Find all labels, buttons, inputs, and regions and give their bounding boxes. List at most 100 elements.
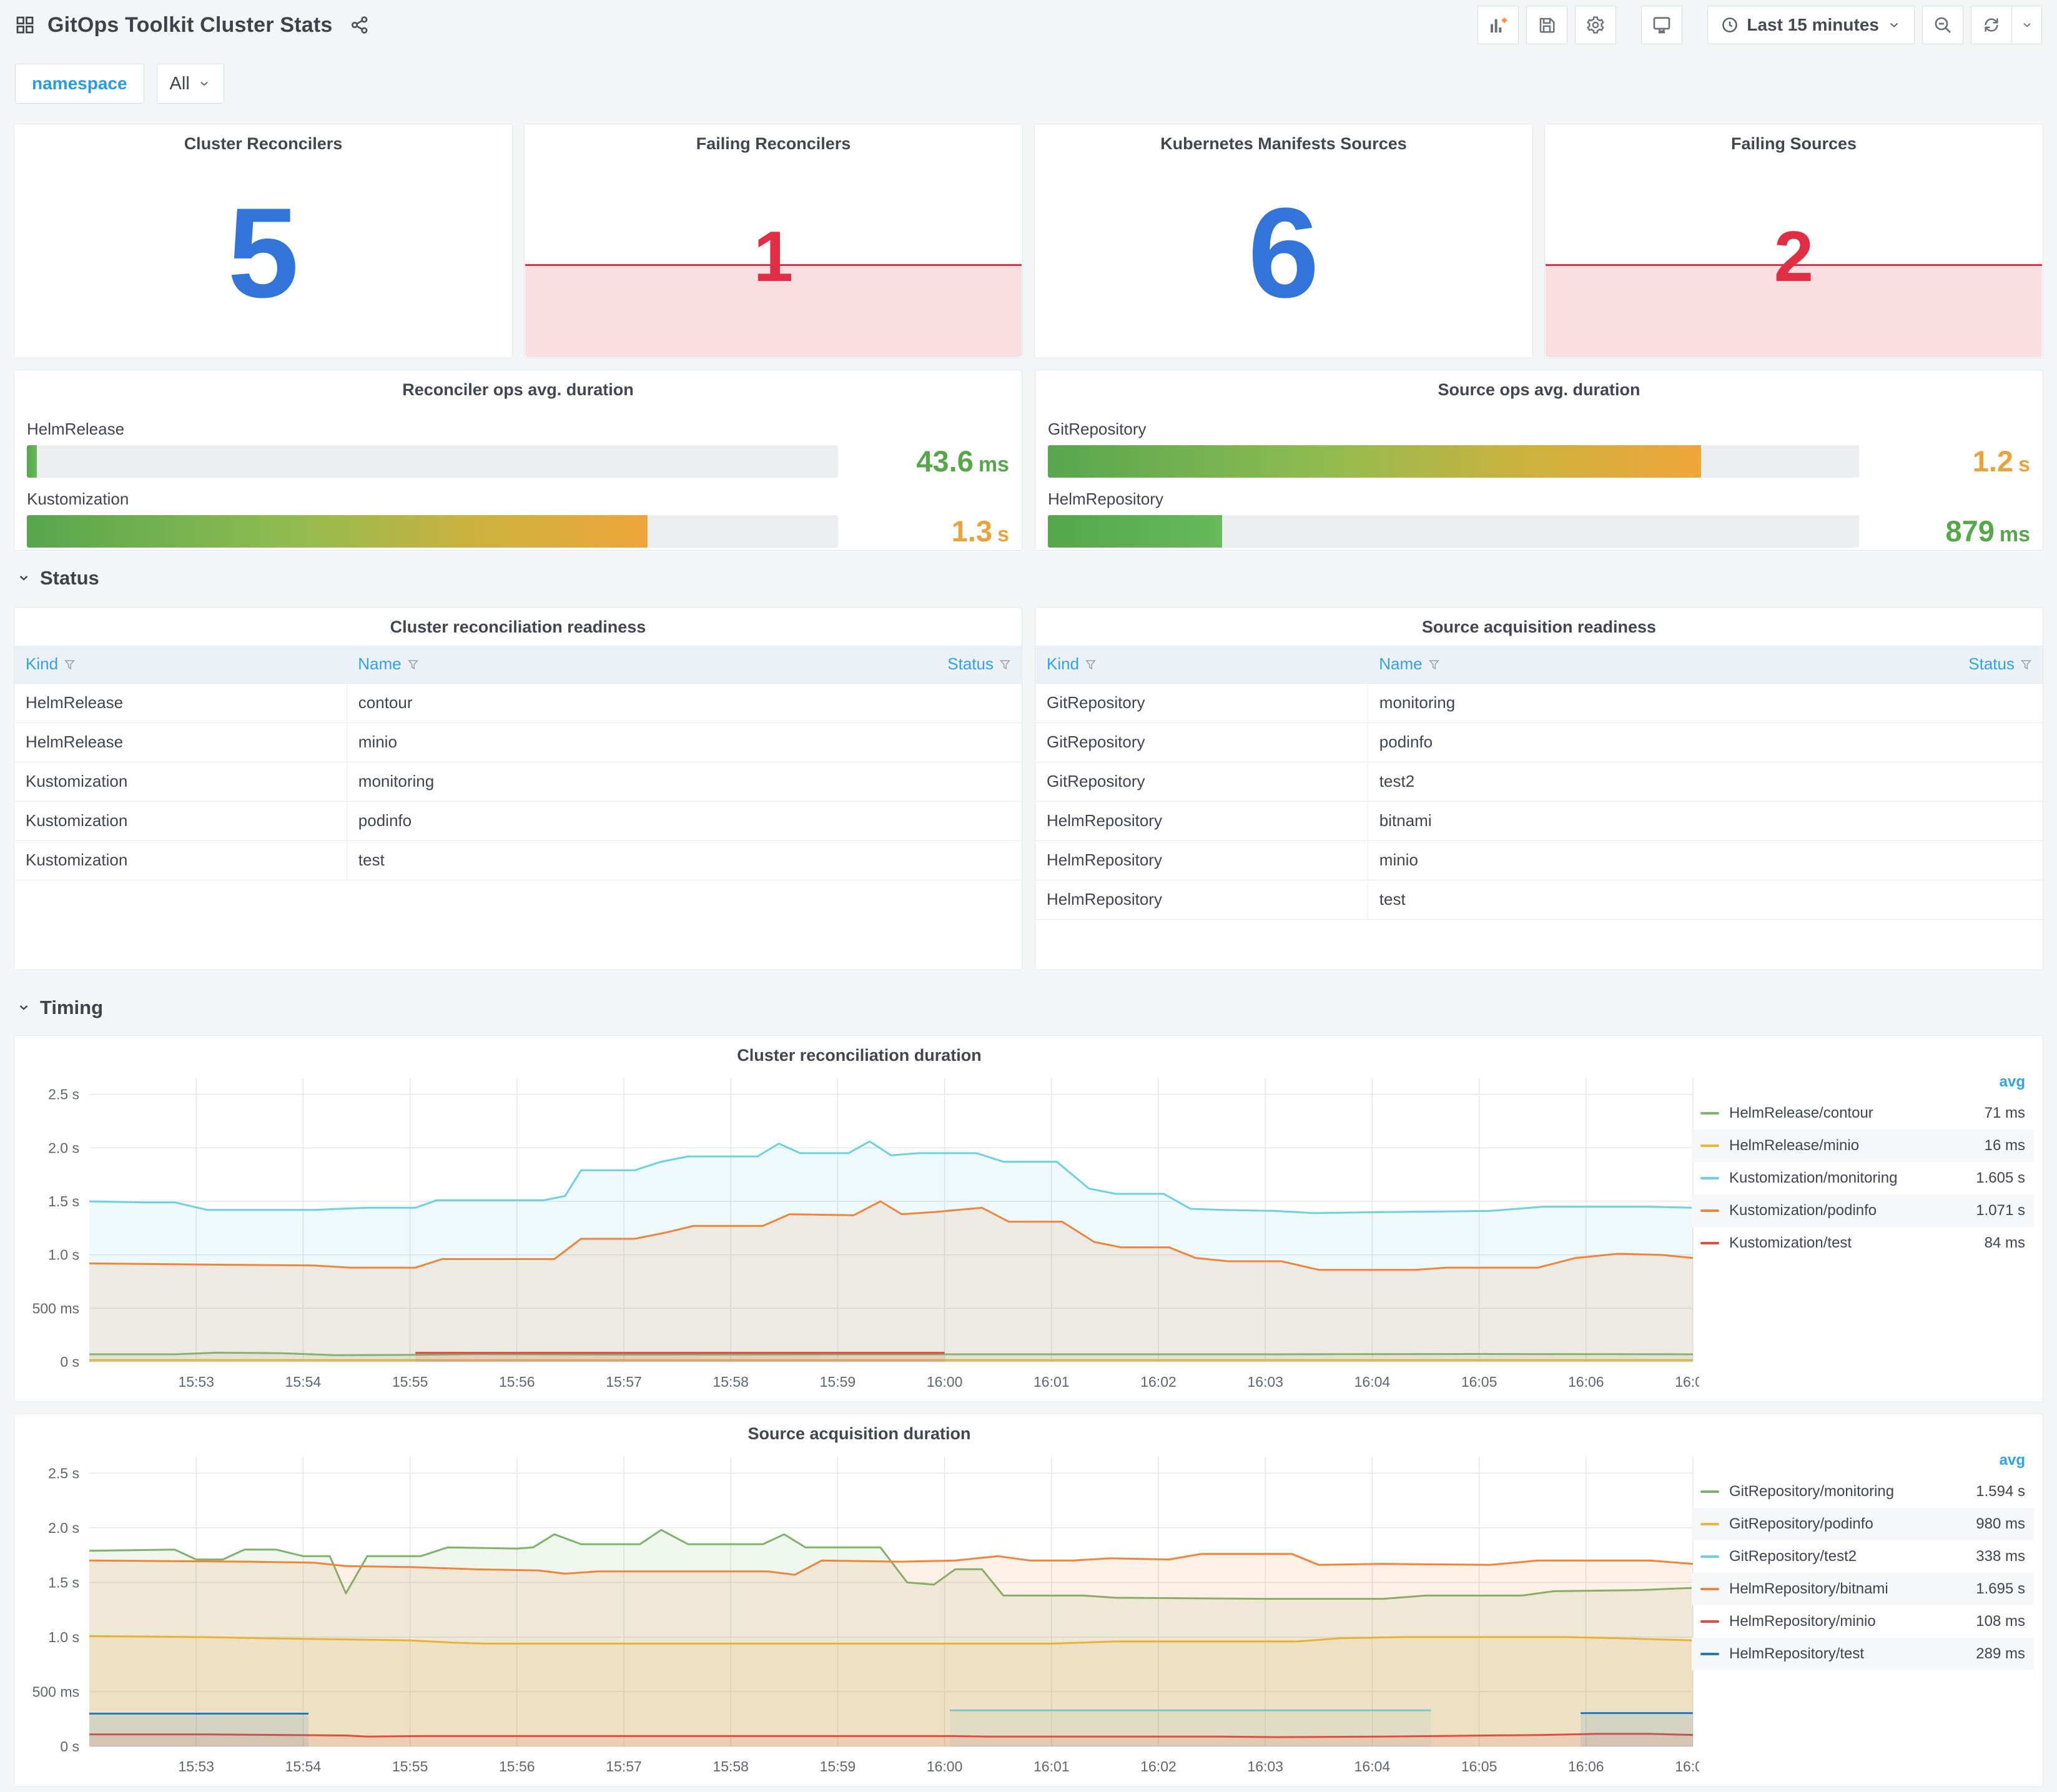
legend-series-avg: 71 ms — [1984, 1105, 2025, 1121]
table-row: GitRepository test2 Not Ready — [1035, 761, 2043, 801]
legend-series-name: Kustomization/test — [1729, 1234, 1852, 1251]
threshold-fill — [1546, 266, 2042, 357]
bar-track — [27, 514, 838, 548]
readiness-table-panel: Source acquisition readiness Kind Name Stat… — [1035, 607, 2043, 970]
legend-row[interactable]: Kustomization/test 84 ms — [1692, 1227, 2034, 1259]
zoom-out-button[interactable] — [1922, 6, 1963, 44]
legend-series-avg: 108 ms — [1976, 1613, 2025, 1630]
legend-row[interactable]: GitRepository/test2 338 ms — [1692, 1540, 2034, 1573]
x-tick-label: 15:57 — [606, 1758, 642, 1775]
filter-icon[interactable] — [1085, 659, 1097, 671]
table-row: GitRepository monitoring Ready — [1035, 682, 2043, 722]
legend-row[interactable]: Kustomization/monitoring 1.605 s — [1692, 1162, 2034, 1194]
x-tick-label: 16:02 — [1140, 1758, 1176, 1775]
panel-cluster-reconciliation-duration: Cluster reconciliation duration 0 s 500 ms… — [14, 1035, 2043, 1402]
dashboard-grid-icon[interactable] — [15, 15, 35, 35]
variable-namespace-value: All — [169, 73, 190, 94]
legend-row[interactable]: HelmRepository/test 289 ms — [1692, 1638, 2034, 1670]
column-header-status[interactable]: Status — [1685, 646, 2043, 683]
stat-panel: Kubernetes Manifests Sources 6 — [1034, 124, 1533, 358]
x-tick-label: 16:00 — [927, 1758, 963, 1775]
variable-label-namespace[interactable]: namespace — [15, 64, 144, 104]
x-tick-label: 15:54 — [285, 1374, 322, 1390]
bar-fill — [1048, 514, 1223, 548]
legend-series-name: Kustomization/monitoring — [1729, 1169, 1898, 1186]
time-series-plot[interactable]: 0 s 500 ms 1.0 s 1.5 s 2.0 s 2.5 s 15:53 15:54 1… — [19, 1068, 1699, 1396]
bar-gauge-panel: Source ops avg. duration GitRepository 1.2… — [1035, 370, 2043, 551]
column-header-status[interactable]: Status — [664, 646, 1022, 683]
refresh-interval-dropdown[interactable] — [2011, 6, 2041, 44]
refresh-button-group — [1971, 6, 2042, 44]
section-timing-label: Timing — [40, 997, 104, 1018]
dashboard-settings-button[interactable] — [1575, 6, 1617, 44]
y-tick-label: 2.5 s — [48, 1086, 79, 1103]
x-tick-label: 15:53 — [178, 1374, 214, 1390]
refresh-dashboard-button[interactable] — [1971, 6, 2011, 44]
y-tick-label: 0 s — [60, 1738, 79, 1755]
legend-swatch-icon — [1700, 1523, 1719, 1525]
legend-swatch-icon — [1700, 1145, 1719, 1147]
filter-icon[interactable] — [2021, 659, 2031, 671]
chart-legend: avg GitRepository/monitoring 1.594 s GitRep… — [1692, 1447, 2034, 1670]
stat-panel-title: Kubernetes Manifests Sources — [1160, 134, 1407, 153]
cell-kind: GitRepository — [1035, 722, 1368, 762]
share-icon[interactable] — [350, 15, 370, 35]
stat-value: 5 — [227, 181, 299, 325]
readiness-table-panel: Cluster reconciliation readiness Kind Name… — [14, 607, 1022, 970]
x-tick-label: 16:05 — [1461, 1374, 1497, 1390]
filter-icon[interactable] — [1000, 659, 1010, 671]
legend-series-avg: 338 ms — [1976, 1548, 2025, 1565]
time-series-plot[interactable]: 0 s 500 ms 1.0 s 1.5 s 2.0 s 2.5 s 15:53 15:54 1… — [19, 1447, 1699, 1780]
cell-kind: GitRepository — [1035, 682, 1368, 722]
column-header-label: Kind — [1047, 654, 1080, 674]
legend-row[interactable]: GitRepository/monitoring 1.594 s — [1692, 1475, 2034, 1508]
page-title: GitOps Toolkit Cluster Stats — [47, 12, 333, 37]
legend-series-name: HelmRepository/bitnami — [1729, 1580, 1888, 1597]
variable-namespace-value-dropdown[interactable]: All — [156, 64, 224, 104]
column-header-name[interactable]: Name — [1368, 646, 1685, 683]
column-header-name[interactable]: Name — [347, 646, 664, 683]
cell-status: Ready — [1685, 840, 2043, 880]
filter-icon[interactable] — [64, 659, 76, 671]
time-range-picker[interactable]: Last 15 minutes — [1707, 6, 1915, 44]
section-timing[interactable]: Timing — [16, 997, 103, 1019]
gauge-value-number: 1.3 — [951, 514, 993, 548]
legend-series-name: GitRepository/test2 — [1729, 1548, 1857, 1565]
legend-avg-header[interactable]: avg — [1999, 1452, 2025, 1469]
x-tick-label: 15:53 — [178, 1758, 214, 1775]
cell-status: Ready — [1685, 800, 2043, 840]
legend-row[interactable]: HelmRelease/contour 71 ms — [1692, 1097, 2034, 1130]
cycle-view-mode-button[interactable] — [1641, 6, 1683, 44]
y-tick-label: 1.5 s — [48, 1193, 79, 1209]
cell-kind: Kustomization — [14, 800, 347, 840]
column-header-kind[interactable]: Kind — [1035, 646, 1368, 683]
section-status[interactable]: Status — [16, 567, 99, 589]
chevron-down-icon — [19, 1005, 28, 1010]
cell-name: bitnami — [1367, 800, 1685, 840]
column-header-kind[interactable]: Kind — [14, 646, 347, 683]
dashboard-header: GitOps Toolkit Cluster Stats La — [0, 0, 2057, 50]
cell-kind: Kustomization — [14, 840, 347, 880]
add-panel-button[interactable] — [1477, 6, 1519, 44]
series-line — [89, 1140, 1694, 1214]
legend-row[interactable]: GitRepository/podinfo 980 ms — [1692, 1508, 2034, 1540]
table-row: HelmRepository test Not Ready — [1035, 879, 2043, 920]
x-tick-label: 15:54 — [285, 1758, 322, 1775]
save-dashboard-button[interactable] — [1526, 6, 1568, 44]
table-row: HelmRelease contour Ready — [14, 682, 1022, 722]
gauge-value: 1.3 s — [853, 514, 1009, 548]
table-row: Kustomization podinfo Ready — [14, 800, 1022, 840]
legend-row[interactable]: HelmRepository/minio 108 ms — [1692, 1605, 2034, 1638]
legend-avg-header[interactable]: avg — [1999, 1073, 2025, 1090]
legend-row[interactable]: HelmRelease/minio 16 ms — [1692, 1130, 2034, 1162]
legend-row[interactable]: HelmRepository/bitnami 1.695 s — [1692, 1573, 2034, 1605]
filter-icon[interactable] — [1428, 659, 1439, 671]
series-line — [89, 1553, 1694, 1576]
legend-row[interactable]: Kustomization/podinfo 1.071 s — [1692, 1194, 2034, 1227]
x-tick-label: 16:07 — [1675, 1374, 1699, 1390]
bar-fill — [1048, 445, 1701, 478]
legend-series-avg: 1.071 s — [1976, 1202, 2025, 1219]
filter-icon[interactable] — [407, 659, 418, 671]
gauge-value: 879 ms — [1874, 514, 2030, 548]
cell-status: Ready — [1685, 682, 2043, 722]
